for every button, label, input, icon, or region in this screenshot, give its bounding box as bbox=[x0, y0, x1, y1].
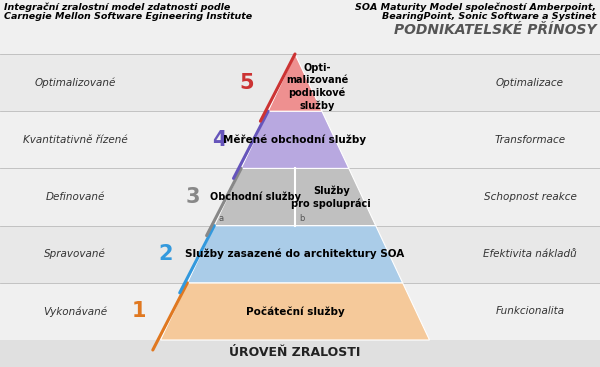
Text: Carnegie Mellon Software Egineering Institute: Carnegie Mellon Software Egineering Inst… bbox=[4, 12, 252, 21]
Text: SOA Maturity Model společností Amberpoint,: SOA Maturity Model společností Amberpoin… bbox=[355, 3, 596, 12]
Text: Optimalizované: Optimalizované bbox=[34, 77, 116, 88]
Bar bbox=[0, 168, 600, 226]
Bar bbox=[0, 283, 600, 340]
Text: 5: 5 bbox=[239, 73, 254, 92]
Polygon shape bbox=[214, 168, 376, 226]
Text: Definované: Definované bbox=[46, 192, 104, 202]
Text: ÚROVEŇ ZRALOSTI: ÚROVEŇ ZRALOSTI bbox=[229, 346, 361, 360]
Text: Kvantitativně řízené: Kvantitativně řízené bbox=[23, 135, 127, 145]
Text: Obchodní služby: Obchodní služby bbox=[211, 192, 301, 202]
Text: Opti-
malizované
podnikové
služby: Opti- malizované podnikové služby bbox=[286, 63, 348, 112]
Polygon shape bbox=[161, 283, 430, 340]
Text: Počáteční služby: Počáteční služby bbox=[245, 306, 344, 317]
Bar bbox=[0, 54, 600, 111]
Text: PODNIKATELSKÉ PŘÍNOSY: PODNIKATELSKÉ PŘÍNOSY bbox=[394, 23, 596, 37]
Text: Vykonávané: Vykonávané bbox=[43, 306, 107, 317]
Text: Spravované: Spravované bbox=[44, 249, 106, 259]
Text: Měřené obchodní služby: Měřené obchodní služby bbox=[223, 135, 367, 145]
Text: Služby zasazené do architektury SOA: Služby zasazené do architektury SOA bbox=[185, 249, 404, 259]
Text: Schopnost reakce: Schopnost reakce bbox=[484, 192, 577, 202]
Bar bbox=[0, 0, 600, 54]
Bar bbox=[0, 226, 600, 283]
Text: Integrační zralostní model zdatnosti podle: Integrační zralostní model zdatnosti pod… bbox=[4, 3, 230, 12]
Text: Transformace: Transformace bbox=[494, 135, 566, 145]
Text: a: a bbox=[218, 214, 223, 223]
Text: 2: 2 bbox=[158, 244, 173, 264]
Text: Optimalizace: Optimalizace bbox=[496, 77, 564, 88]
Text: Funkcionalita: Funkcionalita bbox=[496, 306, 565, 316]
Text: Efektivita nákladů: Efektivita nákladů bbox=[483, 249, 577, 259]
Text: 1: 1 bbox=[131, 301, 146, 321]
Text: Služby
pro spolupráci: Služby pro spolupráci bbox=[292, 185, 371, 209]
Text: b: b bbox=[299, 214, 304, 223]
Text: 4: 4 bbox=[212, 130, 227, 150]
Bar bbox=[0, 111, 600, 168]
Polygon shape bbox=[187, 226, 403, 283]
Polygon shape bbox=[268, 54, 322, 111]
Text: BearingPoint, Sonic Software a Systinet: BearingPoint, Sonic Software a Systinet bbox=[382, 12, 596, 21]
Text: 3: 3 bbox=[185, 187, 200, 207]
Polygon shape bbox=[241, 111, 349, 168]
